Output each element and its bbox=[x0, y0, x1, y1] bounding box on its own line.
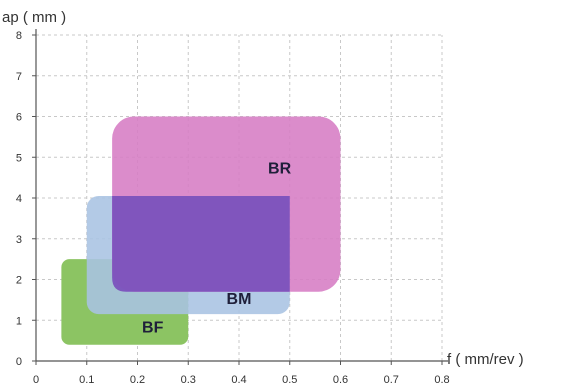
x-axis-title: f ( mm/rev ) bbox=[447, 351, 524, 368]
y-tick-label: 6 bbox=[16, 112, 22, 124]
x-tick-label: 0.6 bbox=[333, 374, 348, 386]
x-tick-label: 0.3 bbox=[181, 374, 196, 386]
x-tick-label: 0.1 bbox=[79, 374, 94, 386]
x-tick-label: 0.8 bbox=[434, 374, 449, 386]
x-tick-label: 0.7 bbox=[384, 374, 399, 386]
y-axis-title: ap ( mm ) bbox=[2, 9, 66, 26]
y-tick-label: 8 bbox=[16, 30, 22, 42]
x-tick-label: 0.4 bbox=[231, 374, 246, 386]
x-tick-label: 0 bbox=[33, 374, 39, 386]
x-tick-label: 0.5 bbox=[282, 374, 297, 386]
y-tick-label: 3 bbox=[16, 234, 22, 246]
y-tick-label: 7 bbox=[16, 71, 22, 83]
region-label-bf: BF bbox=[142, 319, 164, 336]
region-overlap-bm-br bbox=[112, 195, 290, 292]
x-tick-label: 0.2 bbox=[130, 374, 145, 386]
y-tick-label: 2 bbox=[16, 275, 22, 287]
y-tick-label: 0 bbox=[16, 356, 22, 368]
axes: 0 0.1 0.2 0.3 0.4 0.5 0.6 0.7 0.8 0 1 2 3 4 5 6 7 8 bbox=[16, 29, 450, 386]
y-tick-label: 1 bbox=[16, 315, 22, 327]
overlap-regions bbox=[112, 195, 290, 292]
region-labels: BF BM BR bbox=[142, 161, 292, 337]
y-tick-label: 5 bbox=[16, 152, 22, 164]
y-tick-label: 4 bbox=[16, 193, 22, 205]
region-label-br: BR bbox=[268, 161, 292, 178]
region-label-bm: BM bbox=[227, 291, 252, 308]
